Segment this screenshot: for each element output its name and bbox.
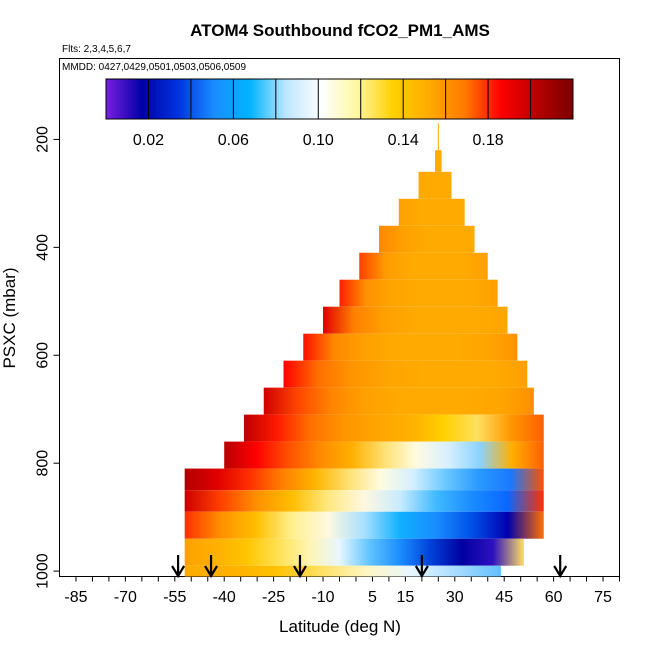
x-tick-label: -85 — [64, 589, 87, 606]
colorbar-tick-label: 0.10 — [303, 132, 334, 149]
heatmap-band — [263, 387, 534, 415]
heatmap-band — [184, 538, 524, 566]
flight-arrow — [553, 555, 568, 579]
heatmap-band — [435, 150, 442, 172]
x-tick-label: -70 — [114, 589, 137, 606]
y-tick-label: 1000 — [35, 553, 52, 589]
y-axis-label: PSXC (mbar) — [0, 267, 19, 368]
flights-note: Flts: 2,3,4,5,6,7 — [62, 44, 131, 55]
heatmap-band — [184, 490, 544, 512]
heatmap-band — [359, 252, 488, 280]
colorbar-tick-label: 0.14 — [388, 132, 419, 149]
y-axis: 200 400 600 800 1000 — [35, 126, 60, 589]
heatmap-band — [224, 441, 544, 469]
flight-arrow — [204, 555, 218, 579]
y-tick-label: 600 — [35, 342, 52, 369]
colorbar-tick-label: 0.02 — [133, 132, 164, 149]
x-tick-label: 30 — [446, 589, 464, 606]
heatmap-band — [243, 414, 544, 442]
x-tick-label: 60 — [545, 589, 563, 606]
heatmap-band — [323, 306, 508, 334]
colorbar-tick-label: 0.06 — [218, 132, 249, 149]
x-tick-label: 75 — [594, 589, 612, 606]
x-tick-label: -10 — [311, 589, 334, 606]
x-axis-label: Latitude (deg N) — [279, 617, 401, 636]
colorbar-frame — [105, 78, 574, 120]
x-tick-label: -55 — [163, 589, 186, 606]
colorbar-tick-label: 0.18 — [473, 132, 504, 149]
heatmap-band — [184, 468, 544, 491]
flight-arrow — [293, 555, 307, 579]
heatmap-band — [379, 225, 475, 253]
x-axis: -85 -70 -55 -40 -25 -10 5 15 30 45 60 75 — [64, 576, 620, 606]
heatmap-band — [283, 360, 528, 388]
heatmap-band — [303, 333, 518, 361]
flight-arrow — [414, 555, 429, 579]
colorbar-gradient — [106, 79, 573, 119]
heatmap-band — [184, 565, 501, 577]
heatmap-band — [339, 279, 498, 307]
flight-arrow — [171, 555, 186, 579]
heatmap-band — [418, 171, 452, 199]
chart-title: ATOM4 Southbound fCO2_PM1_AMS — [190, 21, 490, 40]
dates-note: MMDD: 0427,0429,0501,0503,0506,0509 — [62, 62, 246, 73]
x-tick-label: -40 — [213, 589, 236, 606]
y-tick-label: 400 — [35, 234, 52, 261]
x-tick-label: 5 — [368, 589, 377, 606]
heatmap-band — [398, 198, 465, 226]
x-tick-label: 45 — [495, 589, 513, 606]
y-tick-label: 200 — [35, 126, 52, 153]
heatmap-band — [184, 511, 544, 539]
x-tick-label: -25 — [262, 589, 285, 606]
heatmap-cells — [184, 123, 544, 577]
y-tick-label: 800 — [35, 450, 52, 477]
colorbar: 0.02 0.06 0.10 0.14 0.18 — [105, 78, 574, 149]
flight-arrows — [171, 555, 568, 579]
x-tick-label: 15 — [396, 589, 414, 606]
